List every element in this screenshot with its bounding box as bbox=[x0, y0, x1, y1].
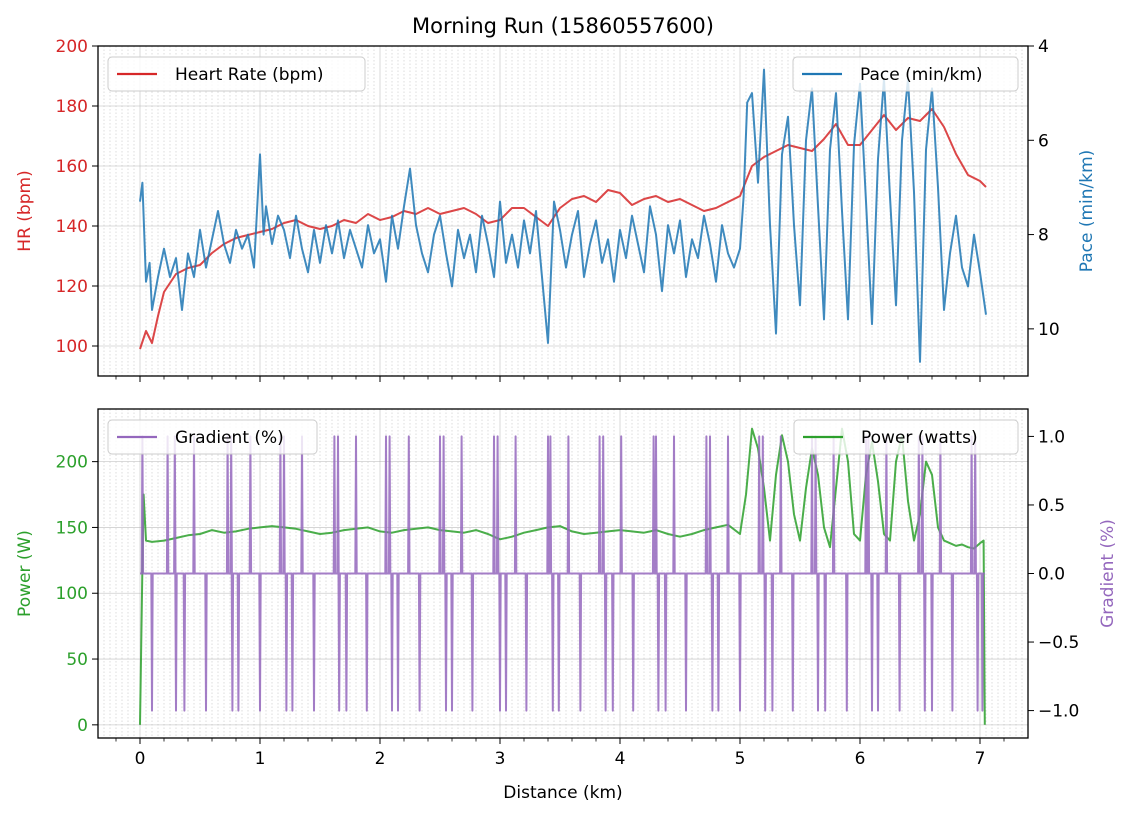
y-right-tick-label: −1.0 bbox=[1038, 702, 1079, 722]
y-right-tick-label: 0.5 bbox=[1038, 496, 1065, 516]
y-left-tick-label: 180 bbox=[56, 97, 88, 117]
y-left-tick-label: 100 bbox=[56, 584, 88, 604]
y-right-tick-label: 8 bbox=[1038, 226, 1049, 246]
y-right-tick-label: 0.0 bbox=[1038, 565, 1065, 585]
legend-box bbox=[107, 419, 318, 455]
y-left-tick-label: 160 bbox=[56, 157, 88, 177]
x-tick-label: 5 bbox=[735, 749, 746, 769]
x-tick-label: 0 bbox=[135, 749, 146, 769]
legend-box bbox=[792, 56, 1019, 92]
series-line-heart-rate-bpm bbox=[139, 108, 987, 350]
legend-label: Pace (min/km) bbox=[860, 65, 983, 85]
y-left-tick-label: 100 bbox=[56, 337, 88, 357]
x-tick-label: 1 bbox=[255, 749, 266, 769]
y-left-tick-label: 200 bbox=[56, 453, 88, 473]
series-line-power-watts bbox=[139, 427, 986, 725]
axes-frame bbox=[97, 45, 1029, 377]
y-left-tick-label: 150 bbox=[56, 518, 88, 538]
top-panel: 100 120 140 160 180 200 4 6 8 10 HR (bpm) Pace (min… bbox=[15, 37, 1097, 382]
legend-box bbox=[793, 419, 1019, 455]
y-left-tick-label: 0 bbox=[77, 716, 88, 736]
y-left-tick-label: 120 bbox=[56, 277, 88, 297]
x-tick-label: 6 bbox=[855, 749, 866, 769]
y-right-tick-label: 1.0 bbox=[1038, 427, 1065, 447]
y-right-axis-label: Pace (min/km) bbox=[1077, 150, 1097, 273]
y-right-tick-label: −0.5 bbox=[1038, 633, 1079, 653]
y-left-tick-label: 50 bbox=[66, 650, 88, 670]
y-left-tick-label: 140 bbox=[56, 217, 88, 237]
x-tick-label: 3 bbox=[495, 749, 506, 769]
series-line-gradient bbox=[140, 435, 985, 712]
y-right-tick-label: 10 bbox=[1038, 320, 1060, 340]
bottom-panel: 0 1 2 3 4 5 6 7 0 50 100 150 200 −1.0 −0.5 0.0 0.5 1.0 Pow… bbox=[15, 408, 1118, 803]
y-left-axis-label: HR (bpm) bbox=[15, 170, 35, 251]
series-line-pace-min-km bbox=[139, 68, 987, 363]
legend-label: Heart Rate (bpm) bbox=[175, 65, 324, 85]
x-tick-label: 7 bbox=[975, 749, 986, 769]
y-left-tick-label: 200 bbox=[56, 37, 88, 57]
y-right-tick-label: 4 bbox=[1038, 37, 1049, 57]
legend-label: Gradient (%) bbox=[175, 428, 284, 448]
chart-title: Morning Run (15860557600) bbox=[412, 14, 714, 38]
y-right-axis-label: Gradient (%) bbox=[1098, 519, 1118, 628]
y-left-axis-label: Power (W) bbox=[15, 530, 35, 617]
y-right-tick-label: 6 bbox=[1038, 131, 1049, 151]
x-tick-label: 4 bbox=[615, 749, 626, 769]
x-tick-label: 2 bbox=[375, 749, 386, 769]
legend-box bbox=[107, 56, 366, 92]
x-axis-label: Distance (km) bbox=[503, 783, 622, 803]
legend-label: Power (watts) bbox=[861, 428, 978, 448]
